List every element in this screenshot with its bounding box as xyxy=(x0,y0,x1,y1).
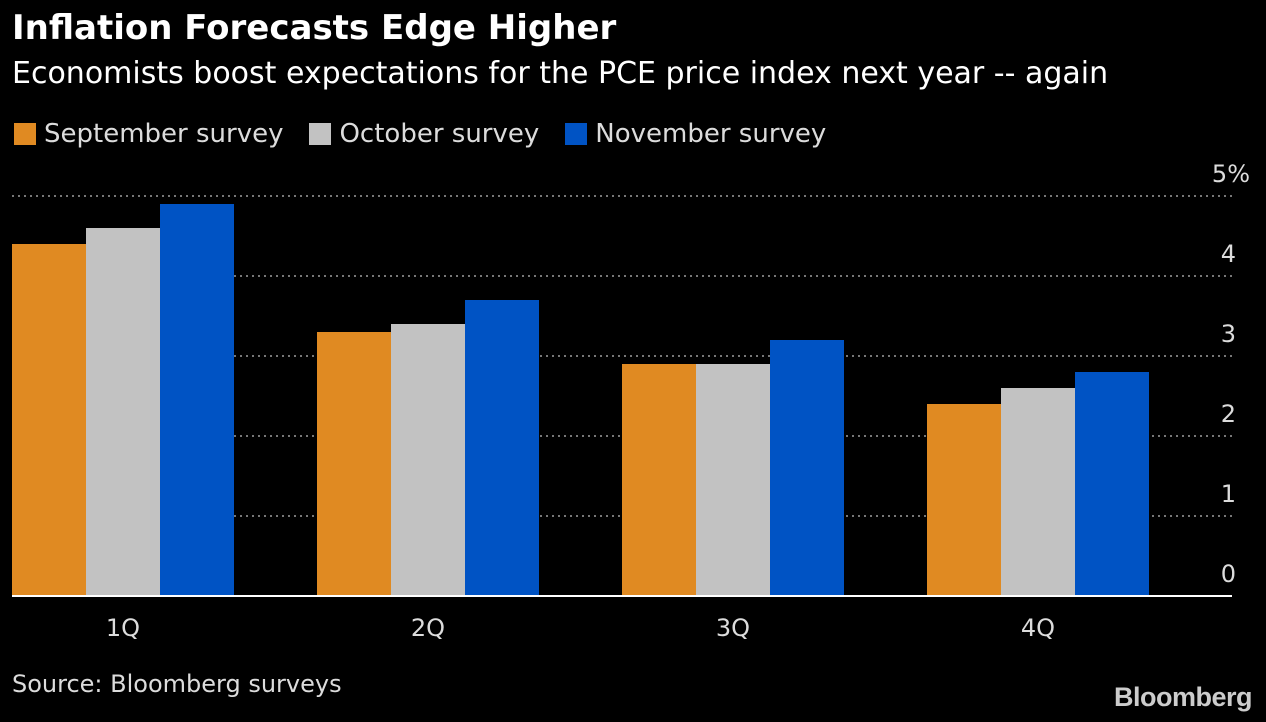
legend-label-november: November survey xyxy=(595,119,827,149)
bar-october-4q xyxy=(1001,388,1075,596)
page-title: Inflation Forecasts Edge Higher xyxy=(12,8,617,48)
bar-october-2q xyxy=(391,324,465,596)
legend-label-october: October survey xyxy=(339,119,540,149)
x-tick-label-1q: 1Q xyxy=(106,614,140,642)
x-tick-label-3q: 3Q xyxy=(716,614,750,642)
y-tick-label-2: 2 xyxy=(1221,400,1236,428)
bar-november-3q xyxy=(770,340,844,596)
legend-item-october: October survey xyxy=(309,119,539,149)
legend-swatch-november xyxy=(565,123,588,145)
y-tick-label-3: 3 xyxy=(1221,320,1236,348)
source-note: Source: Bloomberg surveys xyxy=(12,670,342,698)
page-subtitle: Economists boost expectations for the PC… xyxy=(12,56,1109,91)
bar-november-4q xyxy=(1075,372,1149,596)
bar-september-2q xyxy=(317,332,391,596)
x-tick-label-4q: 4Q xyxy=(1021,614,1055,642)
bar-september-1q xyxy=(12,244,86,596)
legend-item-september: September survey xyxy=(14,119,283,149)
bar-october-1q xyxy=(86,228,160,596)
y-tick-label-4: 4 xyxy=(1221,240,1236,268)
legend-item-november: November survey xyxy=(565,119,826,149)
bloomberg-logo: Bloomberg xyxy=(1113,682,1253,712)
bar-september-3q xyxy=(622,364,696,596)
y-tick-label-0: 0 xyxy=(1221,560,1236,588)
legend: September survey October survey November… xyxy=(14,116,852,152)
bar-september-4q xyxy=(927,404,1001,596)
y-tick-label-5: 5% xyxy=(1212,160,1250,188)
bar-november-2q xyxy=(465,300,539,596)
legend-swatch-october xyxy=(309,123,332,145)
bar-october-3q xyxy=(696,364,770,596)
x-tick-label-2q: 2Q xyxy=(411,614,445,642)
bar-november-1q xyxy=(160,204,234,596)
y-tick-label-1: 1 xyxy=(1221,480,1236,508)
legend-label-september: September survey xyxy=(44,119,284,149)
legend-swatch-september xyxy=(14,123,36,145)
